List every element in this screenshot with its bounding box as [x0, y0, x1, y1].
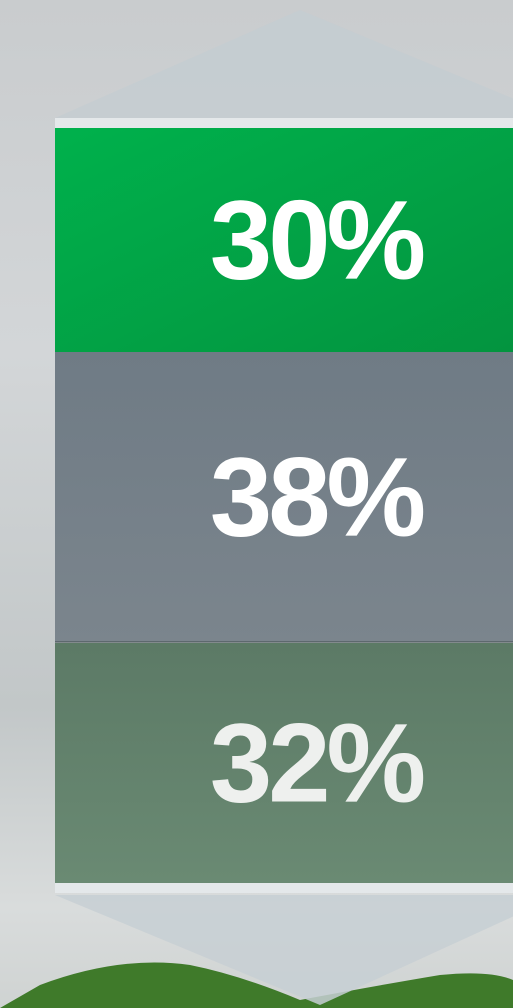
panel-2 [55, 352, 513, 642]
value-label: 32% [210, 701, 424, 826]
panel-3 [55, 643, 513, 883]
panel-1 [55, 128, 513, 352]
value-label: 38% [210, 435, 424, 560]
value-label: 30% [210, 178, 424, 303]
bottom-strip [55, 883, 513, 893]
hills [0, 962, 513, 1008]
top-arrow [55, 10, 513, 118]
bottom-arrow [55, 895, 513, 1005]
top-strip [55, 118, 513, 128]
